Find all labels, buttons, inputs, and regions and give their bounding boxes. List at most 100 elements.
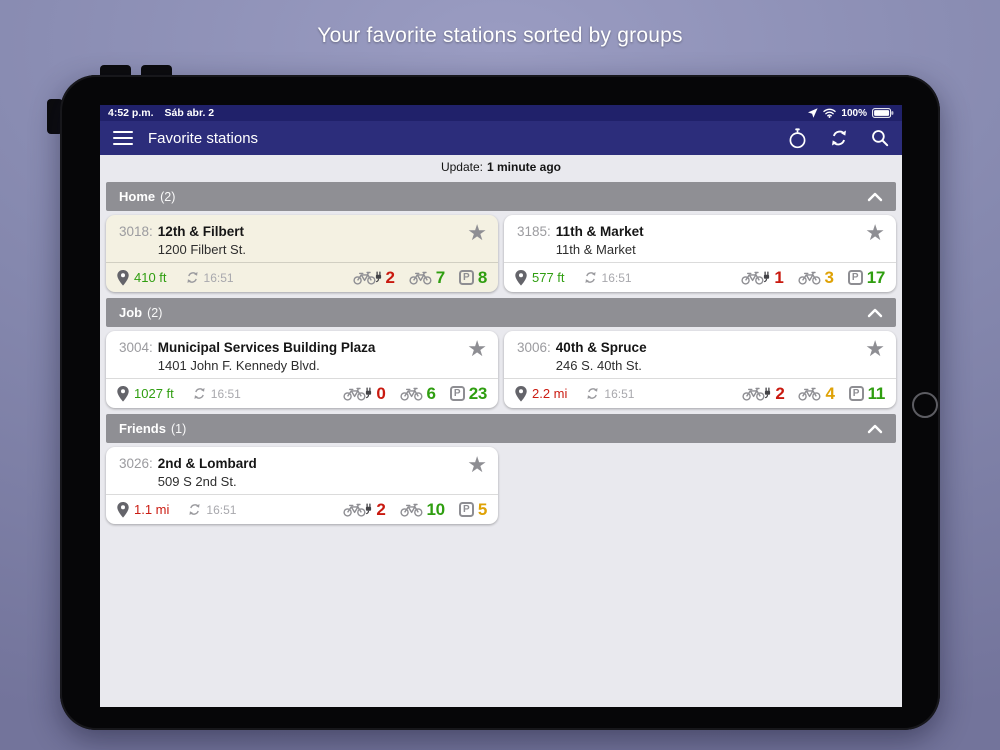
chevron-up-icon[interactable] — [867, 192, 883, 202]
bike-count: 10 — [399, 500, 445, 520]
battery-icon — [872, 108, 894, 118]
tablet-screen: 4:52 p.m. Sáb abr. 2 100% — [100, 105, 902, 707]
station-address: 246 S. 40th St. — [555, 358, 642, 373]
electric-bike-icon — [352, 271, 382, 285]
parking-icon: P — [449, 386, 465, 401]
bike-count: 3 — [797, 268, 834, 288]
bike-icon — [399, 503, 423, 517]
last-update-icon — [193, 387, 206, 400]
bike-icon — [797, 271, 821, 285]
station-address: 509 S 2nd St. — [157, 474, 237, 489]
electric-bike-icon — [742, 387, 772, 401]
dock-count: P 5 — [458, 500, 487, 520]
station-update-time: 16:51 — [206, 502, 237, 517]
favorite-star-icon[interactable]: ★ — [467, 336, 487, 361]
station-id: 3026: — [119, 456, 153, 471]
wifi-icon — [823, 108, 837, 118]
station-update-time: 16:51 — [604, 386, 635, 401]
status-bar: 4:52 p.m. Sáb abr. 2 100% — [100, 105, 902, 121]
electric-bike-icon — [343, 387, 373, 401]
tablet-frame: 4:52 p.m. Sáb abr. 2 100% — [60, 75, 940, 730]
group-count: (1) — [170, 421, 187, 436]
timer-icon[interactable] — [788, 127, 807, 149]
station-card[interactable]: 3018: 12th & Filbert 1200 Filbert St. ★ — [106, 215, 498, 292]
station-card[interactable]: 3185: 11th & Market 11th & Market ★ 5 — [504, 215, 896, 292]
bike-icon — [409, 271, 432, 285]
group-header-home[interactable]: Home (2) — [106, 182, 896, 211]
station-name: 11th & Market — [555, 224, 644, 239]
last-update-icon — [584, 271, 597, 284]
electric-bike-icon — [343, 503, 373, 517]
station-list: Home (2) 3018: 12th & Filbert 1200 Filbe — [100, 182, 902, 524]
status-date: Sáb abr. 2 — [164, 107, 215, 119]
station-update-time: 16:51 — [210, 386, 241, 401]
station-id: 3004: — [119, 340, 153, 355]
chevron-up-icon[interactable] — [867, 424, 883, 434]
bike-count: 7 — [409, 268, 445, 288]
search-icon[interactable] — [871, 129, 889, 147]
menu-icon[interactable] — [113, 130, 133, 146]
station-address: 11th & Market — [555, 242, 636, 257]
refresh-icon[interactable] — [830, 129, 848, 147]
ebike-count: 2 — [343, 500, 386, 520]
update-label: Update: — [440, 159, 483, 174]
location-pin-icon — [515, 385, 527, 402]
station-distance: 577 ft — [532, 270, 565, 285]
station-card[interactable]: 3026: 2nd & Lombard 509 S 2nd St. ★ 1 — [106, 447, 498, 524]
dock-count: P 17 — [847, 268, 885, 288]
group-name: Job — [119, 305, 143, 320]
station-name: 2nd & Lombard — [157, 456, 257, 471]
parking-icon: P — [458, 270, 474, 285]
app-bar: Favorite stations — [100, 121, 902, 155]
parking-icon: P — [458, 502, 474, 517]
bike-count: 4 — [798, 384, 835, 404]
favorite-star-icon[interactable]: ★ — [467, 220, 487, 245]
last-update-icon — [186, 271, 199, 284]
location-arrow-icon — [808, 108, 819, 118]
group-count: (2) — [147, 305, 163, 320]
ebike-count: 2 — [742, 384, 785, 404]
last-update-icon — [188, 503, 201, 516]
app-bar-title: Favorite stations — [148, 129, 259, 147]
station-distance: 410 ft — [134, 270, 167, 285]
location-pin-icon — [117, 501, 129, 518]
group-header-job[interactable]: Job (2) — [106, 298, 896, 327]
electric-bike-icon — [741, 271, 771, 285]
group-header-friends[interactable]: Friends (1) — [106, 414, 896, 443]
update-value: 1 minute ago — [487, 159, 562, 174]
favorite-star-icon[interactable]: ★ — [865, 336, 885, 361]
favorite-star-icon[interactable]: ★ — [467, 452, 487, 477]
bike-icon — [798, 387, 821, 401]
favorite-star-icon[interactable]: ★ — [865, 220, 885, 245]
location-pin-icon — [515, 269, 527, 286]
location-pin-icon — [117, 269, 129, 286]
parking-icon: P — [847, 270, 863, 285]
status-time: 4:52 p.m. — [108, 107, 154, 119]
station-update-time: 16:51 — [203, 270, 234, 285]
tablet-power-button — [47, 99, 63, 134]
bike-icon — [399, 387, 423, 401]
group-name: Friends — [119, 421, 166, 436]
station-id: 3006: — [517, 340, 551, 355]
dock-count: P 11 — [848, 384, 885, 404]
station-distance: 2.2 mi — [532, 386, 568, 401]
ebike-count: 1 — [741, 268, 784, 288]
station-distance: 1.1 mi — [134, 502, 170, 517]
ebike-count: 2 — [352, 268, 395, 288]
station-card[interactable]: 3006: 40th & Spruce 246 S. 40th St. ★ — [504, 331, 896, 408]
dock-count: P 23 — [449, 384, 487, 404]
dock-count: P 8 — [458, 268, 487, 288]
last-update-icon — [586, 387, 599, 400]
station-distance: 1027 ft — [134, 386, 174, 401]
station-address: 1200 Filbert St. — [157, 242, 246, 257]
station-name: 12th & Filbert — [157, 224, 245, 239]
battery-percent: 100% — [841, 107, 867, 119]
group-name: Home — [119, 189, 156, 204]
bike-count: 6 — [399, 384, 436, 404]
parking-icon: P — [848, 386, 864, 401]
location-pin-icon — [117, 385, 129, 402]
station-card[interactable]: 3004: Municipal Services Building Plaza … — [106, 331, 498, 408]
chevron-up-icon[interactable] — [867, 308, 883, 318]
station-name: 40th & Spruce — [555, 340, 647, 355]
